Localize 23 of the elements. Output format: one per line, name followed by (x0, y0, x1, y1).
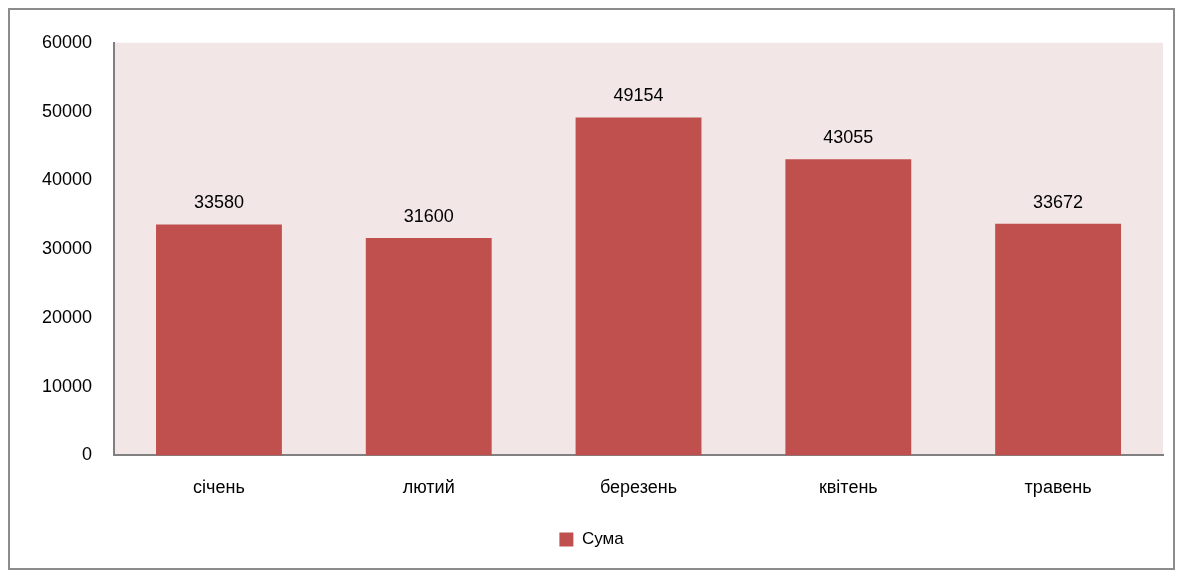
bar (156, 224, 282, 456)
y-tick-label: 30000 (41, 238, 93, 259)
y-tick-label: 20000 (41, 306, 93, 327)
bar (365, 238, 492, 456)
x-tick-label: лютий (402, 477, 455, 498)
y-tick-label: 60000 (41, 31, 93, 52)
data-label: 33672 (1033, 191, 1084, 212)
bar (785, 159, 912, 456)
bar (995, 223, 1122, 456)
y-tick-label: 40000 (41, 169, 93, 190)
x-tick-label: січень (193, 477, 245, 498)
data-label: 33580 (193, 192, 244, 213)
x-tick-label: березень (599, 477, 678, 498)
y-tick-label: 10000 (41, 375, 93, 396)
legend-label: Сума (581, 529, 625, 549)
x-tick-label: травень (1024, 477, 1092, 498)
data-label: 43055 (823, 127, 874, 148)
bar (575, 117, 702, 456)
y-tick-label: 50000 (41, 100, 93, 121)
x-tick-label: квітень (818, 477, 878, 498)
data-label: 49154 (613, 85, 664, 106)
data-label: 31600 (403, 206, 454, 227)
y-tick-label: 0 (82, 444, 93, 465)
